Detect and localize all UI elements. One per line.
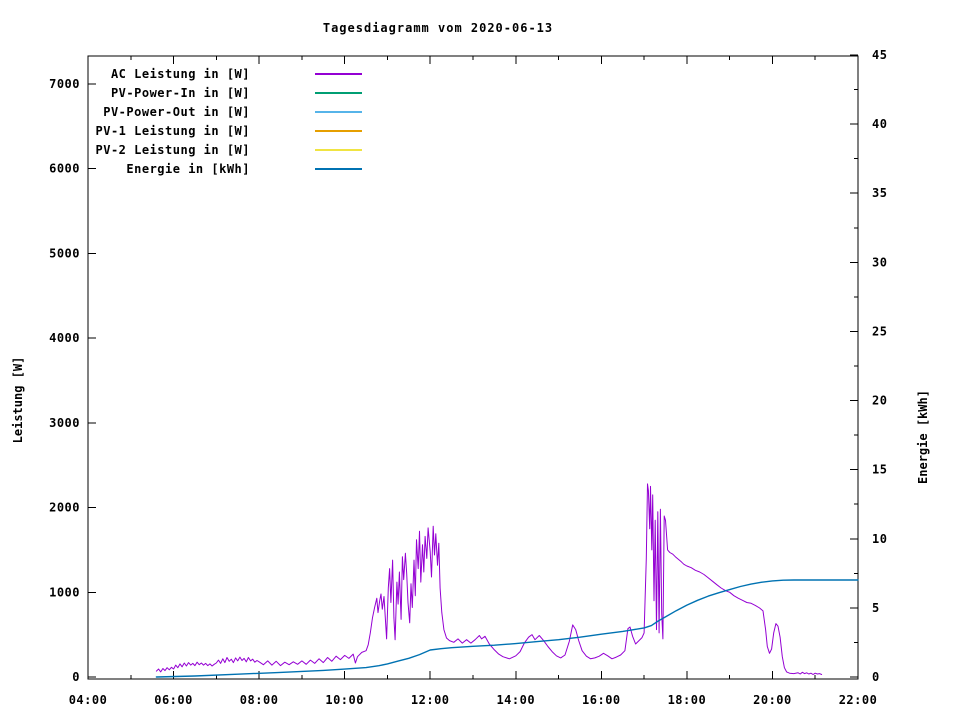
y-left-tick-label: 0 (72, 670, 80, 684)
legend: AC Leistung in [W] PV-Power-In in [W] PV-P… (80, 64, 362, 178)
x-tick-label: 10:00 (325, 693, 364, 707)
legend-line-sample (315, 148, 362, 151)
legend-label: Energie in [kWh] (126, 161, 250, 176)
legend-item-ac-leistung-in-w: AC Leistung in [W] (80, 64, 362, 83)
legend-label: AC Leistung in [W] (110, 66, 250, 81)
y-right-tick-label: 35 (872, 186, 887, 200)
x-tick-label: 16:00 (582, 693, 621, 707)
legend-item-energie-in-kwh: Energie in [kWh] (80, 159, 362, 178)
chart-title: Tagesdiagramm vom 2020-06-13 (322, 21, 554, 35)
y-left-tick-label: 5000 (49, 246, 80, 260)
legend-label: PV-Power-Out in [W] (103, 104, 250, 119)
x-tick-label: 20:00 (753, 693, 792, 707)
y-right-tick-label: 20 (872, 394, 887, 408)
x-tick-label: 12:00 (411, 693, 450, 707)
legend-item-pv-1-leistung-in-w: PV-1 Leistung in [W] (80, 121, 362, 140)
x-tick-label: 14:00 (496, 693, 535, 707)
y-right-tick-label: 15 (872, 463, 887, 477)
energie-in-kwh-line (155, 579, 859, 678)
y-right-tick-label: 40 (872, 117, 887, 131)
y-right-tick-label: 30 (872, 255, 887, 269)
y-right-tick-label: 45 (872, 48, 887, 62)
legend-label: PV-1 Leistung in [W] (95, 123, 250, 138)
legend-item-pv-power-in-in-w: PV-Power-In in [W] (80, 83, 362, 102)
x-tick-label: 04:00 (69, 693, 108, 707)
legend-line-sample (315, 91, 362, 94)
y-left-tick-label: 6000 (49, 162, 80, 176)
y-right-tick-label: 5 (872, 601, 880, 615)
x-tick-label: 18:00 (668, 693, 707, 707)
x-tick-label: 06:00 (154, 693, 193, 707)
y-left-tick-label: 1000 (49, 585, 80, 599)
legend-line-sample (315, 72, 362, 75)
ac-leistung-in-w-line (155, 483, 823, 675)
legend-item-pv-2-leistung-in-w: PV-2 Leistung in [W] (80, 140, 362, 159)
legend-item-pv-power-out-in-w: PV-Power-Out in [W] (80, 102, 362, 121)
y-right-tick-label: 25 (872, 324, 887, 338)
legend-label: PV-2 Leistung in [W] (95, 142, 250, 157)
x-tick-label: 08:00 (240, 693, 279, 707)
x-tick-label: 22:00 (839, 693, 878, 707)
y-left-tick-label: 7000 (49, 77, 80, 91)
legend-label: PV-Power-In in [W] (110, 85, 250, 100)
y-left-tick-label: 3000 (49, 416, 80, 430)
y-right-tick-label: 0 (872, 670, 880, 684)
y-right-tick-label: 10 (872, 532, 887, 546)
legend-line-sample (315, 110, 362, 113)
y-left-tick-label: 2000 (49, 501, 80, 515)
legend-line-sample (315, 167, 362, 170)
legend-line-sample (315, 129, 362, 132)
y-left-tick-label: 4000 (49, 331, 80, 345)
